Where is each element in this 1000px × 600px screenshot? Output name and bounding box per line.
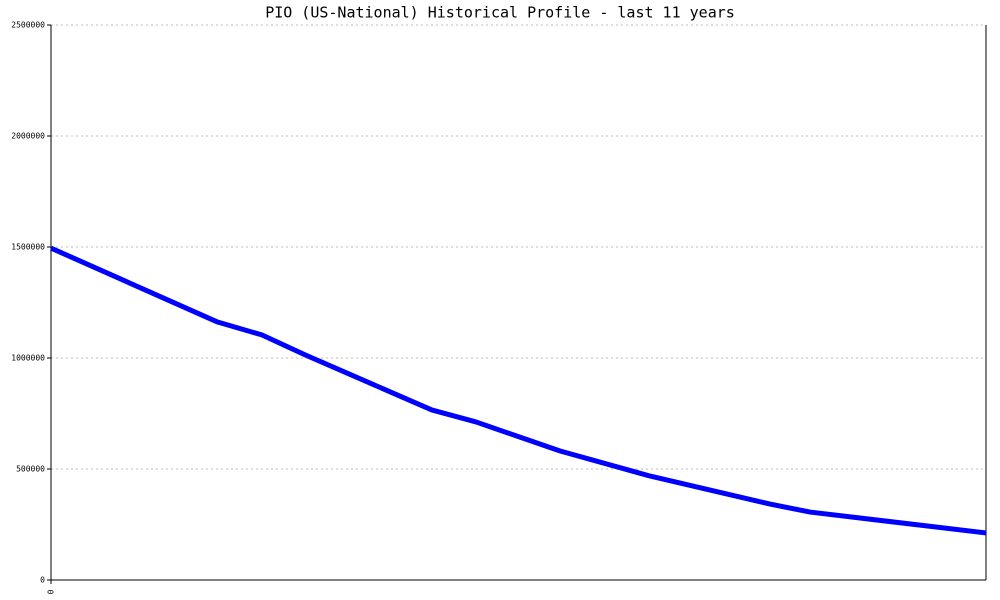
data-line: [49, 245, 987, 536]
y-tick-label: 2000000: [11, 132, 45, 141]
y-tick-label: 1500000: [11, 243, 45, 252]
y-tick-label: 2500000: [11, 21, 45, 30]
x-tick-label: 0: [47, 589, 56, 594]
y-tick-label: 1000000: [11, 354, 45, 363]
y-tick-label: 500000: [16, 465, 45, 474]
y-tick-label: 0: [40, 576, 45, 585]
chart-title: PIO (US-National) Historical Profile - l…: [265, 4, 735, 22]
